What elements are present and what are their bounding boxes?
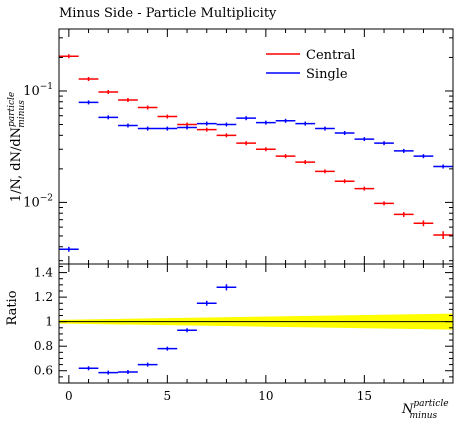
data-point-central	[256, 147, 276, 152]
ratio-x-tick-label: 0	[65, 389, 73, 403]
data-point-single	[275, 118, 296, 123]
main-y-axis-label: 1/N, dN/dNparticleminus	[7, 92, 27, 202]
data-point-central	[334, 179, 355, 184]
data-point-single	[196, 121, 217, 126]
ratio-y-tick-label: 0.6	[34, 364, 53, 378]
ratio-x-axis: 0 5 10 15	[65, 264, 444, 403]
data-point-single	[374, 141, 394, 146]
data-point-single	[413, 154, 434, 159]
data-point-central	[157, 114, 178, 119]
data-point-central	[354, 186, 375, 191]
data-point-single	[177, 125, 197, 130]
data-point-single	[118, 123, 138, 128]
ratio-plot-frame	[58, 263, 454, 384]
data-point-single	[157, 126, 178, 131]
ratio-x-tick-label: 10	[258, 389, 273, 403]
data-point-single	[98, 115, 119, 120]
ratio-data-marks	[78, 284, 237, 375]
main-x-ticks	[68, 29, 444, 264]
data-point-central	[315, 169, 335, 174]
data-point-single	[433, 164, 453, 169]
main-y-tick-label: 10−1	[23, 82, 53, 99]
data-point-central	[118, 97, 138, 102]
ratio-uncertainty-band	[59, 313, 453, 330]
ratio-y-tick-label: 1.4	[34, 266, 53, 280]
ratio-data-point	[177, 328, 197, 333]
ratio-data-point	[137, 362, 158, 367]
main-y-tick-label-base: 10	[23, 195, 40, 210]
ratio-data-point	[196, 300, 217, 306]
main-data-marks	[59, 54, 453, 252]
data-point-central	[374, 201, 394, 206]
data-point-central	[137, 105, 158, 110]
data-point-single	[236, 116, 256, 121]
chart-title: Minus Side - Particle Multiplicity	[59, 6, 277, 21]
main-y-axis-label-main: 1/N, dN/dN	[9, 127, 24, 202]
main-plot-panel: 10−110−2	[23, 28, 454, 265]
ratio-plot-panel: 0.6 0.8 1 1.2 1.4 0 5 10 15	[34, 263, 454, 403]
main-y-axis-label-sub: minus	[17, 100, 27, 128]
data-point-single	[78, 100, 99, 105]
ratio-data-point	[216, 284, 237, 291]
data-point-central	[275, 154, 296, 159]
main-plot-frame	[58, 28, 454, 265]
ratio-x-tick-label: 15	[357, 389, 372, 403]
data-point-central	[236, 141, 256, 146]
main-y-axis-label-sup: particle	[7, 92, 17, 127]
ratio-y-tick-label: 1	[45, 315, 53, 329]
data-point-central	[196, 127, 217, 132]
data-point-single	[59, 246, 79, 252]
data-point-single	[216, 122, 237, 127]
main-y-tick-label: 10−2	[23, 193, 53, 210]
legend-label-single: Single	[306, 67, 348, 82]
ratio-y-axis: 0.6 0.8 1 1.2 1.4	[34, 266, 453, 384]
data-point-single	[315, 126, 335, 131]
data-point-central	[413, 220, 434, 227]
data-point-central	[393, 212, 414, 217]
ratio-x-axis-label-sub: minus	[410, 411, 438, 421]
legend: Central Single	[266, 48, 355, 82]
data-point-central	[98, 89, 119, 94]
ratio-x-axis-label: Nparticle minus	[401, 399, 449, 421]
ratio-x-tick-label: 5	[164, 389, 172, 403]
ratio-y-tick-label: 0.8	[34, 339, 53, 353]
ratio-y-axis-label: Ratio	[5, 290, 20, 325]
main-y-tick-label-exp: −2	[40, 193, 53, 203]
main-y-tick-label-exp: −1	[40, 82, 53, 92]
legend-label-central: Central	[306, 48, 355, 63]
ratio-data-point	[78, 366, 99, 371]
data-point-single	[295, 121, 316, 126]
data-point-single	[354, 137, 375, 142]
data-point-single	[256, 120, 276, 125]
ratio-x-axis-label-sup: particle	[413, 399, 448, 409]
data-point-central	[216, 133, 237, 138]
ratio-data-point	[157, 346, 178, 351]
main-y-axis: 10−110−2	[23, 37, 453, 262]
data-point-single	[137, 126, 158, 131]
ratio-data-point	[98, 370, 119, 375]
data-point-central	[59, 54, 79, 59]
data-point-single	[393, 148, 414, 153]
ratio-data-point	[118, 369, 138, 374]
data-point-central	[78, 77, 99, 82]
ratio-x-axis-label-main: N	[401, 402, 414, 417]
data-point-central	[433, 231, 453, 240]
ratio-y-tick-label: 1.2	[34, 290, 53, 304]
main-y-tick-label-base: 10	[23, 84, 40, 99]
data-point-single	[334, 130, 355, 135]
data-point-central	[295, 160, 316, 165]
